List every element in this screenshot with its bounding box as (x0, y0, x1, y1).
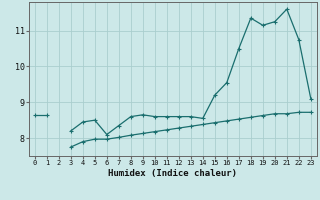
X-axis label: Humidex (Indice chaleur): Humidex (Indice chaleur) (108, 169, 237, 178)
